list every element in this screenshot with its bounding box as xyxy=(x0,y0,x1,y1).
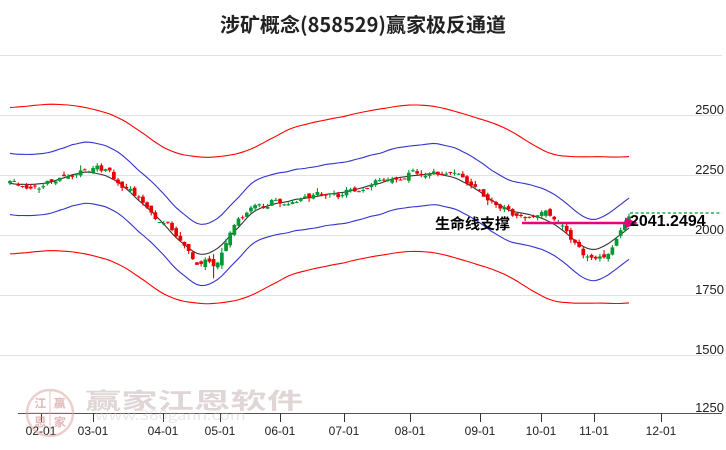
svg-text:江: 江 xyxy=(34,395,46,412)
svg-text:赢: 赢 xyxy=(54,395,66,412)
svg-text:家: 家 xyxy=(54,414,66,431)
svg-text:恩: 恩 xyxy=(34,414,46,431)
